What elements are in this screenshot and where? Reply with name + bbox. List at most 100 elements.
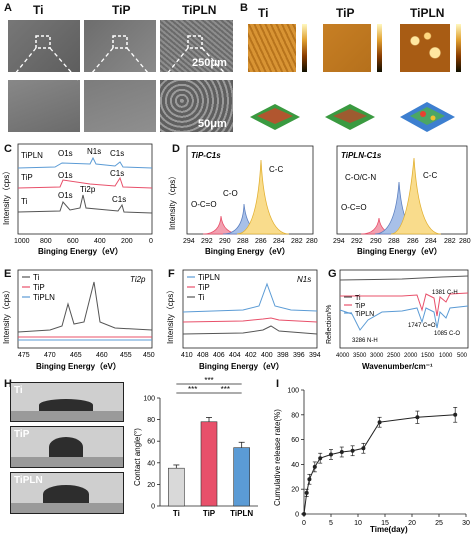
- chart-f-xtick-0: 410: [181, 352, 193, 359]
- afm-title-tipln: TiPLN: [410, 6, 445, 20]
- chart-i-ytick-label: 0: [295, 512, 299, 519]
- chart-g-line-tipln: [339, 305, 469, 331]
- chart-d1-ann-co: C-O: [223, 189, 238, 198]
- chart-c-line-ti: [17, 194, 153, 214]
- chart-h-bar: [168, 467, 185, 507]
- chart-c-ann-c1s-a: C1s: [110, 149, 124, 158]
- chart-d1-xtick-3: 288: [237, 238, 249, 245]
- panel-label-g: G: [328, 268, 337, 280]
- afm-colorbar-tip: [377, 24, 382, 72]
- chart-i-ytick-label: 60: [291, 437, 299, 444]
- chart-g-ann-ch: 1381 C-H: [432, 290, 458, 296]
- panel-label-f: F: [168, 268, 175, 280]
- chart-f-xtick-7: 396: [293, 352, 305, 359]
- chart-i-xtick-label: 20: [408, 520, 416, 527]
- chart-i-xtick-label: 30: [462, 520, 470, 527]
- chart-h-marks: Ti TiP TiPLN *** *** ***: [168, 376, 253, 518]
- chart-e-xtick-2: 465: [70, 352, 82, 359]
- sem-image-tipln-high: [160, 80, 233, 132]
- chart-f-ylabel: Intensity（cps）: [166, 286, 175, 344]
- chart-g-legend-tip: TiP: [355, 303, 366, 310]
- chart-f-xtick-6: 398: [277, 352, 289, 359]
- chart-e-legend-ti: Ti: [33, 273, 40, 282]
- chart-d2-title: TiPLN-C1s: [341, 151, 382, 160]
- panel-label-i: I: [276, 378, 280, 390]
- chart-i-xtick-label: 10: [354, 520, 362, 527]
- chart-i-point: [377, 420, 382, 425]
- chart-i-point: [304, 490, 309, 495]
- chart-i-xtick-label: 0: [302, 520, 306, 527]
- chart-c-xtick-5: 0: [149, 238, 153, 245]
- chart-i-marks: [302, 407, 458, 516]
- chart-e-legend-tip: TiP: [33, 283, 45, 292]
- chart-h-ytick-label: 100: [143, 396, 155, 403]
- chart-h: Contact angle(°) 0 20 40 60 80 100 Ti TiP TiPLN…: [133, 376, 258, 518]
- sem-image-ti-low: [8, 20, 80, 72]
- chart-i-point: [415, 415, 420, 420]
- chart-f-legend-ti: Ti: [198, 293, 205, 302]
- chart-c: Intensity（cps） TiPLN TiP Ti O1s N1s C1s …: [2, 143, 153, 256]
- chart-h-category-label: TiPLN: [230, 509, 253, 518]
- chart-i-point: [453, 412, 458, 417]
- chart-d2-ann-cocn: C-O/C-N: [345, 173, 376, 182]
- panel-label-d: D: [172, 143, 180, 155]
- chart-h-ytick-label: 0: [151, 504, 155, 511]
- sem-title-ti: Ti: [33, 3, 44, 17]
- chart-g-line-tip: [340, 292, 469, 317]
- chart-c-ann-c1s-c: C1s: [112, 195, 126, 204]
- chart-h-sig-label: ***: [188, 385, 197, 394]
- panel-label-b: B: [240, 2, 248, 14]
- chart-d2-ann-ococ: O-C=O: [341, 203, 367, 212]
- chart-c-xtick-4: 200: [121, 238, 133, 245]
- sem-zoom-lines: [35, 35, 203, 49]
- chart-g-xtick-3: 2500: [387, 353, 401, 359]
- chart-i-xtick-label: 25: [435, 520, 443, 527]
- chart-i-point: [361, 446, 366, 451]
- chart-e-legend-tipln: TiPLN: [33, 293, 55, 302]
- chart-f-xtick-3: 404: [229, 352, 241, 359]
- scale-bar-50: 50μm: [198, 118, 227, 130]
- chart-f-xtick-5: 400: [261, 352, 273, 359]
- chart-i-xlabel: Time(day): [370, 525, 408, 534]
- chart-e-title: Ti2p: [130, 275, 146, 284]
- chart-d2-xtick-2: 290: [370, 238, 382, 245]
- drop-image-ti: Ti: [10, 382, 124, 422]
- chart-h-sig-label: ***: [221, 385, 230, 394]
- chart-i-axes: 0 20 40 60 80 100 0 5 10 15 20 25 30: [287, 388, 470, 528]
- chart-i-point: [307, 477, 312, 482]
- chart-i-point: [312, 464, 317, 469]
- afm-map-tipln: [400, 24, 450, 72]
- chart-d1-ann-ococ: O-C=O: [191, 200, 217, 209]
- chart-f-legend-tipln: TiPLN: [198, 273, 220, 282]
- chart-d1-xtick-2: 290: [219, 238, 231, 245]
- chart-d1-xtick-6: 282: [291, 238, 303, 245]
- chart-g-xtick-0: 4000: [336, 353, 350, 359]
- chart-c-legend-ti: Ti: [21, 197, 28, 206]
- chart-g-ann-co-double: 1747 C=O: [408, 323, 436, 329]
- chart-c-ann-n1s: N1s: [87, 147, 101, 156]
- chart-f: Intensity（cps） N1s TiPLN TiP Ti 410 408 …: [166, 269, 321, 371]
- chart-d2-xtick-4: 286: [407, 238, 419, 245]
- sem-image-tip-low: [84, 20, 156, 72]
- panel-label-a: A: [4, 2, 12, 14]
- chart-e-line-ti: [17, 281, 153, 333]
- chart-f-xtick-4: 402: [245, 352, 257, 359]
- chart-i-ytick-label: 80: [291, 412, 299, 419]
- chart-f-xtick-8: 394: [309, 352, 321, 359]
- chart-e-frame: [17, 269, 153, 349]
- chart-d2-xtick-3: 288: [388, 238, 400, 245]
- chart-d1-peak-cc: [236, 159, 290, 235]
- chart-i-xtick-label: 15: [381, 520, 389, 527]
- drop-label-ti: Ti: [14, 385, 23, 396]
- sem-image-tipln-low: [160, 20, 233, 72]
- chart-h-bar: [200, 421, 218, 507]
- chart-d1-title: TiP-C1s: [191, 151, 221, 160]
- chart-h-ylabel: Contact angle(°): [133, 428, 142, 486]
- drop-image-tip: TiP: [10, 426, 124, 468]
- afm-map-ti: [248, 24, 296, 72]
- chart-g-ylabel: Reflection/%: [326, 305, 333, 344]
- chart-g-line-ti: [339, 275, 469, 281]
- chart-c-xtick-3: 400: [94, 238, 106, 245]
- chart-i-xtick-label: 5: [329, 520, 333, 527]
- afm-colorbar-tipln: [456, 24, 461, 72]
